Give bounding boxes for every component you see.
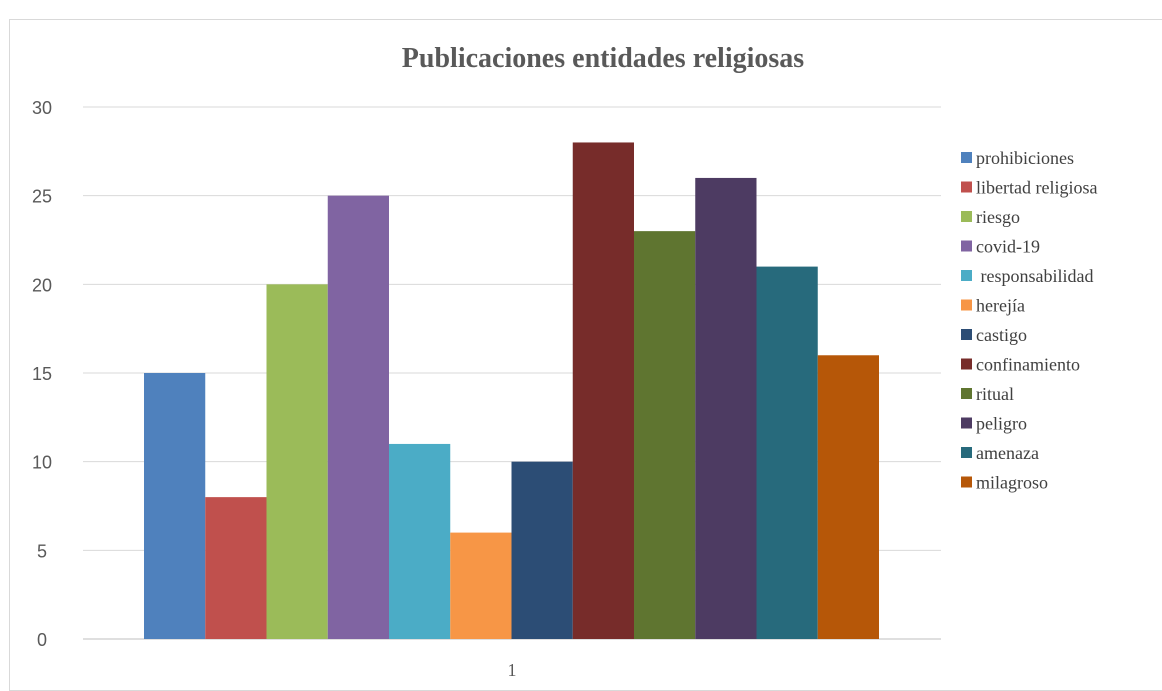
legend-label: riesgo bbox=[976, 207, 1020, 227]
y-tick-label: 0 bbox=[37, 630, 47, 650]
legend-item: riesgo bbox=[961, 207, 1020, 227]
legend-label: peligro bbox=[976, 414, 1027, 434]
chart-title: Publicaciones entidades religiosas bbox=[402, 43, 804, 74]
x-axis-ticks: 1 bbox=[508, 660, 517, 677]
legend-label: libertad religiosa bbox=[976, 178, 1097, 198]
legend-label: castigo bbox=[976, 325, 1027, 345]
legend-item: covid-19 bbox=[961, 237, 1040, 257]
legend-item: herejía bbox=[961, 296, 1025, 316]
y-tick-label: 15 bbox=[32, 364, 52, 384]
legend-item: responsabilidad bbox=[961, 266, 1093, 286]
legend-swatch bbox=[961, 388, 972, 399]
legend-item: libertad religiosa bbox=[961, 178, 1097, 198]
legend-swatch bbox=[961, 476, 972, 488]
legend-swatch bbox=[961, 329, 972, 340]
y-tick-label: 10 bbox=[32, 453, 52, 473]
bar-peligro bbox=[695, 177, 757, 639]
bars bbox=[144, 142, 879, 639]
bar-prohibiciones bbox=[144, 373, 206, 639]
bar-milagroso bbox=[817, 355, 879, 639]
legend-label: covid-19 bbox=[976, 237, 1040, 257]
bar-responsabilidad bbox=[389, 443, 451, 639]
bar-herejía bbox=[450, 532, 512, 639]
bar-confinamiento bbox=[572, 142, 634, 639]
legend-label: amenaza bbox=[976, 443, 1039, 463]
y-axis-ticks: 0 5 10 15 20 25 30 bbox=[32, 98, 52, 650]
bar-amenaza bbox=[756, 266, 818, 639]
legend-swatch bbox=[961, 417, 972, 429]
legend-item: prohibiciones bbox=[961, 148, 1074, 168]
legend-item: milagroso bbox=[961, 473, 1048, 493]
y-tick-label: 20 bbox=[32, 275, 52, 295]
bar-castigo bbox=[511, 461, 573, 639]
legend-swatch bbox=[961, 211, 972, 222]
legend-swatch bbox=[961, 447, 972, 458]
legend-label: ritual bbox=[976, 384, 1014, 404]
y-tick-label: 30 bbox=[32, 98, 52, 118]
bar-riesgo bbox=[266, 284, 328, 639]
bar-libertad-religiosa bbox=[205, 497, 267, 639]
legend-item: ritual bbox=[961, 384, 1014, 404]
legend-swatch bbox=[961, 299, 972, 311]
bar-chart: Publicaciones entidades religiosas 0 5 10 1… bbox=[32, 43, 1097, 677]
bar-covid-19 bbox=[327, 195, 389, 639]
legend-label: prohibiciones bbox=[976, 148, 1074, 168]
x-tick-label: 1 bbox=[508, 660, 517, 677]
legend-item: peligro bbox=[961, 414, 1027, 434]
legend-label: confinamiento bbox=[976, 355, 1080, 375]
legend-item: castigo bbox=[961, 325, 1027, 345]
legend-swatch bbox=[961, 358, 972, 370]
legend-item: amenaza bbox=[961, 443, 1039, 463]
y-tick-label: 25 bbox=[32, 187, 52, 207]
legend-label: herejía bbox=[976, 296, 1025, 316]
bar-ritual bbox=[634, 231, 696, 639]
legend: prohibiciones libertad religiosa riesgo cov… bbox=[961, 148, 1097, 493]
legend-swatch bbox=[961, 270, 972, 281]
legend-swatch bbox=[961, 152, 972, 163]
legend-swatch bbox=[961, 240, 972, 252]
legend-item: confinamiento bbox=[961, 355, 1080, 375]
y-tick-label: 5 bbox=[37, 541, 47, 561]
legend-label: responsabilidad bbox=[976, 266, 1093, 286]
legend-swatch bbox=[961, 181, 972, 193]
legend-label: milagroso bbox=[976, 473, 1048, 493]
